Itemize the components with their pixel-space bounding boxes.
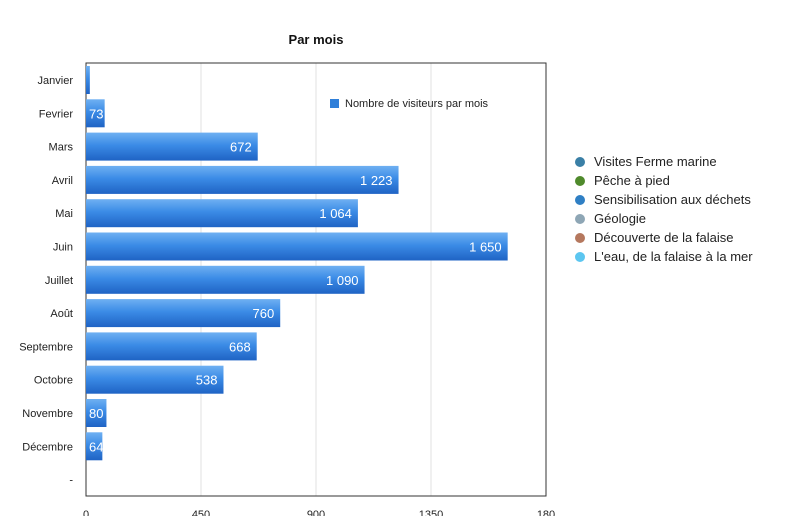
bar-value-label: 672	[230, 140, 252, 155]
legend-dot-icon	[575, 213, 585, 224]
bar[interactable]	[86, 232, 508, 261]
bar-value-label: 668	[229, 339, 251, 354]
x-tick-label: 0	[83, 509, 89, 516]
bar-value-label: 73	[89, 106, 103, 121]
bar-chart: Par mois 0 450 900 1350 180 Janvier 15 Fevrier 7…	[19, 32, 555, 516]
category-legend: Visites Ferme marine Pêche à pied Sensibil…	[575, 152, 753, 266]
bar-value-label: 760	[253, 306, 275, 321]
bar[interactable]	[86, 132, 258, 161]
y-tick-label: Septembre	[19, 341, 73, 353]
legend-swatch	[330, 99, 339, 108]
bar[interactable]	[86, 265, 365, 294]
legend-item-label: L'eau, de la falaise à la mer	[594, 249, 753, 264]
bar-value-label: 1 223	[360, 173, 393, 188]
y-tick-label: Mars	[49, 142, 74, 154]
x-tick-label: 900	[307, 509, 325, 516]
bar[interactable]	[86, 399, 107, 427]
y-tick-label: Juillet	[45, 275, 73, 287]
legend-label: Nombre de visiteurs par mois	[345, 98, 489, 110]
bar[interactable]	[86, 66, 90, 94]
legend-item-label: Découverte de la falaise	[594, 230, 734, 245]
bar-value-label: 80	[89, 406, 103, 421]
bar[interactable]	[86, 432, 103, 461]
bar-value-label: 1 650	[469, 240, 502, 255]
legend-item[interactable]: Pêche à pied	[575, 171, 753, 190]
legend-item[interactable]: Géologie	[575, 209, 753, 228]
bar-value-label: 538	[196, 373, 218, 388]
legend-dot-icon	[575, 232, 585, 243]
y-tick-label: Août	[50, 308, 73, 320]
y-tick-label: -	[69, 475, 73, 487]
y-tick-label: Décembre	[22, 441, 73, 453]
legend-dot-icon	[575, 175, 585, 186]
x-tick-label: 180	[537, 509, 555, 516]
legend-item[interactable]: Sensibilisation aux déchets	[575, 190, 753, 209]
x-tick-label: 1350	[419, 509, 443, 516]
y-tick-label: Octobre	[34, 375, 73, 387]
y-tick-label: Janvier	[38, 75, 74, 87]
bar[interactable]	[86, 299, 281, 328]
legend-item[interactable]: Visites Ferme marine	[575, 152, 753, 171]
bar[interactable]	[86, 199, 358, 228]
y-tick-label: Novembre	[22, 408, 73, 420]
y-tick-label: Avril	[52, 175, 73, 187]
bar[interactable]	[86, 365, 224, 394]
legend-item-label: Pêche à pied	[594, 173, 670, 188]
legend-item-label: Sensibilisation aux déchets	[594, 192, 751, 207]
bar-value-label: 1 090	[326, 273, 359, 288]
legend-item-label: Visites Ferme marine	[594, 154, 717, 169]
bar-value-label: 15	[89, 73, 103, 88]
y-tick-label: Fevrier	[39, 108, 74, 120]
legend-dot-icon	[575, 194, 585, 205]
chart-title: Par mois	[289, 32, 344, 47]
x-tick-label: 450	[192, 509, 210, 516]
chart-legend: Nombre de visiteurs par mois	[330, 98, 489, 110]
y-tick-label: Mai	[55, 208, 73, 220]
bar[interactable]	[86, 99, 105, 128]
bar[interactable]	[86, 332, 257, 361]
bar-value-label: 64	[89, 439, 103, 454]
legend-item[interactable]: L'eau, de la falaise à la mer	[575, 247, 753, 266]
legend-dot-icon	[575, 251, 585, 262]
legend-item[interactable]: Découverte de la falaise	[575, 228, 753, 247]
legend-dot-icon	[575, 156, 585, 167]
y-tick-label: Juin	[53, 242, 73, 254]
bar[interactable]	[86, 165, 399, 194]
bar-value-label: 1 064	[319, 206, 352, 221]
legend-item-label: Géologie	[594, 211, 647, 226]
